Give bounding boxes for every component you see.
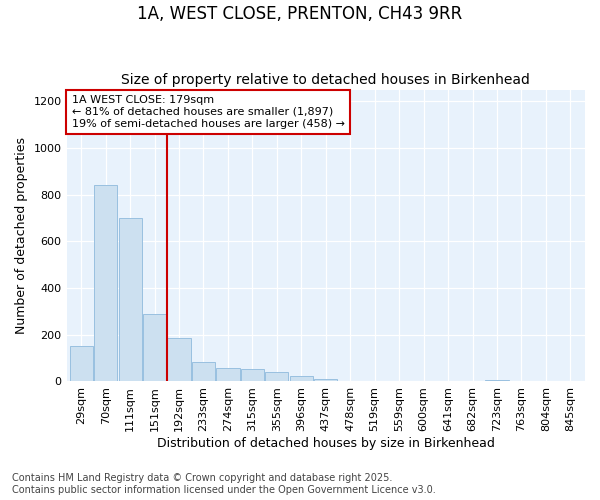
Text: 1A, WEST CLOSE, PRENTON, CH43 9RR: 1A, WEST CLOSE, PRENTON, CH43 9RR: [137, 5, 463, 23]
Bar: [119, 218, 142, 382]
Bar: [485, 380, 509, 382]
Bar: [290, 376, 313, 382]
Bar: [314, 378, 337, 382]
Y-axis label: Number of detached properties: Number of detached properties: [15, 137, 28, 334]
Bar: [192, 362, 215, 382]
Bar: [265, 372, 289, 382]
Text: Contains HM Land Registry data © Crown copyright and database right 2025.
Contai: Contains HM Land Registry data © Crown c…: [12, 474, 436, 495]
Text: 1A WEST CLOSE: 179sqm
← 81% of detached houses are smaller (1,897)
19% of semi-d: 1A WEST CLOSE: 179sqm ← 81% of detached …: [72, 96, 345, 128]
Bar: [94, 186, 117, 382]
Bar: [241, 368, 264, 382]
Bar: [143, 314, 166, 382]
Title: Size of property relative to detached houses in Birkenhead: Size of property relative to detached ho…: [121, 73, 530, 87]
X-axis label: Distribution of detached houses by size in Birkenhead: Distribution of detached houses by size …: [157, 437, 495, 450]
Bar: [70, 346, 93, 382]
Bar: [217, 368, 239, 382]
Bar: [167, 338, 191, 382]
